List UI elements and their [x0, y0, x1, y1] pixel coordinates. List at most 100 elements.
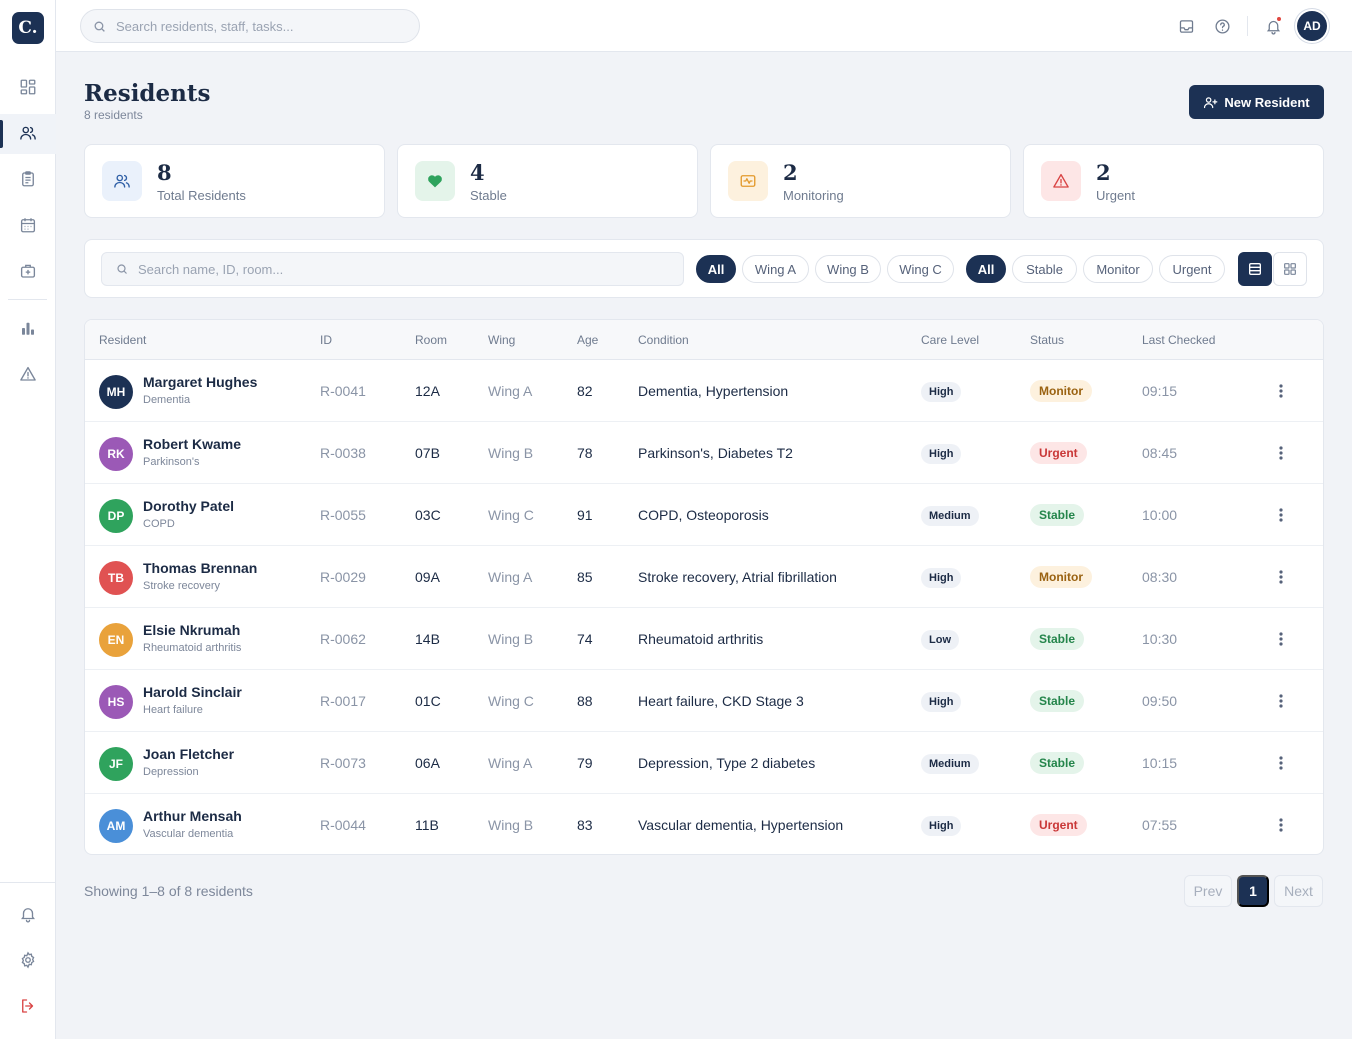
column-header[interactable]: ID	[320, 333, 332, 347]
sidebar-item-reports[interactable]	[0, 309, 56, 349]
wing-filter-c[interactable]: Wing C	[887, 255, 954, 283]
column-header[interactable]: Age	[577, 333, 599, 347]
row-actions-button[interactable]	[1273, 442, 1289, 464]
last-checked-time: 10:00	[1142, 507, 1178, 523]
list-view-button[interactable]	[1238, 252, 1272, 286]
resident-age: 85	[577, 569, 593, 585]
column-header[interactable]: Room	[415, 333, 448, 347]
search-icon	[116, 263, 128, 275]
sidebar-item-tasks[interactable]	[0, 160, 56, 200]
sidebar-item-calendar[interactable]	[0, 206, 56, 246]
grid-view-button[interactable]	[1273, 252, 1307, 286]
prev-page-button[interactable]: Prev	[1184, 875, 1232, 907]
column-header[interactable]: Status	[1030, 333, 1065, 347]
new-resident-button[interactable]: New Resident	[1189, 85, 1324, 119]
table-row[interactable]: RK Robert Kwame Parkinson's R-0038 07B Wing B…	[85, 422, 1323, 484]
clipboard-icon	[19, 170, 37, 191]
resident-primary-condition: Vascular dementia	[143, 828, 234, 840]
dashboard-icon	[19, 78, 37, 99]
stat-value: 8	[157, 160, 172, 185]
next-page-button[interactable]: Next	[1274, 875, 1323, 907]
resident-primary-condition: Depression	[143, 766, 199, 778]
page-1-button[interactable]: 1	[1237, 875, 1269, 907]
sidebar-item-medical[interactable]	[0, 252, 56, 292]
help-button[interactable]	[1212, 16, 1232, 36]
more-vertical-icon	[1279, 446, 1283, 460]
sidebar-item-settings[interactable]	[0, 941, 56, 981]
status-filter-all[interactable]: All	[966, 255, 1006, 283]
resident-room: 06A	[415, 755, 440, 771]
sidebar-item-notifications[interactable]	[0, 895, 56, 935]
sidebar-item-residents[interactable]	[0, 114, 56, 154]
resident-name[interactable]: Elsie Nkrumah	[143, 622, 241, 638]
care-level-badge: Medium	[921, 506, 979, 526]
table-row[interactable]: TB Thomas Brennan Stroke recovery R-0029 09A…	[85, 546, 1323, 608]
wing-filter-b[interactable]: Wing B	[815, 255, 881, 283]
status-badge: Urgent	[1030, 442, 1087, 464]
resident-name[interactable]: Harold Sinclair	[143, 684, 242, 700]
sidebar-item-alerts[interactable]	[0, 355, 56, 395]
status-badge: Monitor	[1030, 566, 1092, 588]
resident-name[interactable]: Dorothy Patel	[143, 498, 235, 514]
row-actions-button[interactable]	[1273, 566, 1289, 588]
table-row[interactable]: HS Harold Sinclair Heart failure R-0017 01C W…	[85, 670, 1323, 732]
resident-id: R-0017	[320, 693, 366, 709]
table-row[interactable]: EN Elsie Nkrumah Rheumatoid arthritis R-006…	[85, 608, 1323, 670]
column-header[interactable]: Condition	[638, 333, 689, 347]
table-row[interactable]: MH Margaret Hughes Dementia R-0041 12A Wing A…	[85, 360, 1323, 422]
resident-primary-condition: Heart failure	[143, 704, 203, 716]
row-actions-button[interactable]	[1273, 690, 1289, 712]
table-header: Resident ID Room Wing Age Condition Care…	[85, 320, 1323, 360]
residents-icon	[19, 124, 37, 145]
sidebar-item-logout[interactable]	[0, 987, 56, 1027]
wing-filter-all[interactable]: All	[696, 255, 736, 283]
column-header[interactable]: Last Checked	[1142, 333, 1216, 347]
status-filter-monitor[interactable]: Monitor	[1083, 255, 1153, 283]
resident-conditions: Rheumatoid arthritis	[638, 631, 764, 647]
row-actions-button[interactable]	[1273, 628, 1289, 650]
row-actions-button[interactable]	[1273, 814, 1289, 836]
resident-primary-condition: Rheumatoid arthritis	[143, 642, 242, 654]
column-header[interactable]: Wing	[488, 333, 516, 347]
column-header[interactable]: Care Level	[921, 333, 980, 347]
resident-age: 74	[577, 631, 593, 647]
row-actions-button[interactable]	[1273, 752, 1289, 774]
resident-search[interactable]	[101, 252, 684, 286]
table-row[interactable]: JF Joan Fletcher Depression R-0073 06A Wing A…	[85, 732, 1323, 794]
stat-label: Total Residents	[157, 188, 246, 203]
resident-conditions: Heart failure, CKD Stage 3	[638, 693, 804, 709]
inbox-button[interactable]	[1176, 16, 1196, 36]
table-row[interactable]: AM Arthur Mensah Vascular dementia R-0044 11…	[85, 794, 1323, 854]
resident-name[interactable]: Robert Kwame	[143, 436, 242, 452]
column-header[interactable]: Resident	[99, 333, 147, 347]
row-actions-button[interactable]	[1273, 380, 1289, 402]
sidebar-item-dashboard[interactable]	[0, 68, 56, 108]
global-search[interactable]	[80, 9, 420, 43]
resident-room: 11B	[415, 817, 439, 833]
sidebar-divider	[8, 299, 47, 300]
resident-name[interactable]: Arthur Mensah	[143, 808, 242, 824]
user-avatar[interactable]: AD	[1297, 11, 1327, 41]
resident-search-input[interactable]	[138, 261, 683, 277]
status-badge: Stable	[1030, 504, 1085, 526]
monitor-pulse-icon	[728, 161, 768, 201]
app-logo[interactable]: C.	[12, 12, 44, 44]
notifications-button[interactable]	[1263, 16, 1283, 36]
status-filter-urgent[interactable]: Urgent	[1159, 255, 1225, 283]
stat-label: Urgent	[1096, 188, 1136, 203]
resident-room: 14B	[415, 631, 440, 647]
resident-conditions: Dementia, Hypertension	[638, 383, 789, 399]
global-search-input[interactable]	[116, 18, 419, 34]
resident-wing: Wing B	[488, 817, 534, 833]
stat-card-monitoring: 2 Monitoring	[710, 144, 1011, 218]
resident-name[interactable]: Joan Fletcher	[143, 746, 235, 762]
status-filter-stable[interactable]: Stable	[1012, 255, 1077, 283]
wing-filter-a[interactable]: Wing A	[742, 255, 809, 283]
resident-name[interactable]: Thomas Brennan	[143, 560, 258, 576]
resident-id: R-0038	[320, 445, 366, 461]
table-row[interactable]: DP Dorothy Patel COPD R-0055 03C Wing C 91 COPD…	[85, 484, 1323, 546]
more-vertical-icon	[1279, 570, 1283, 584]
stat-value: 4	[470, 160, 485, 185]
resident-name[interactable]: Margaret Hughes	[143, 374, 258, 390]
row-actions-button[interactable]	[1273, 504, 1289, 526]
